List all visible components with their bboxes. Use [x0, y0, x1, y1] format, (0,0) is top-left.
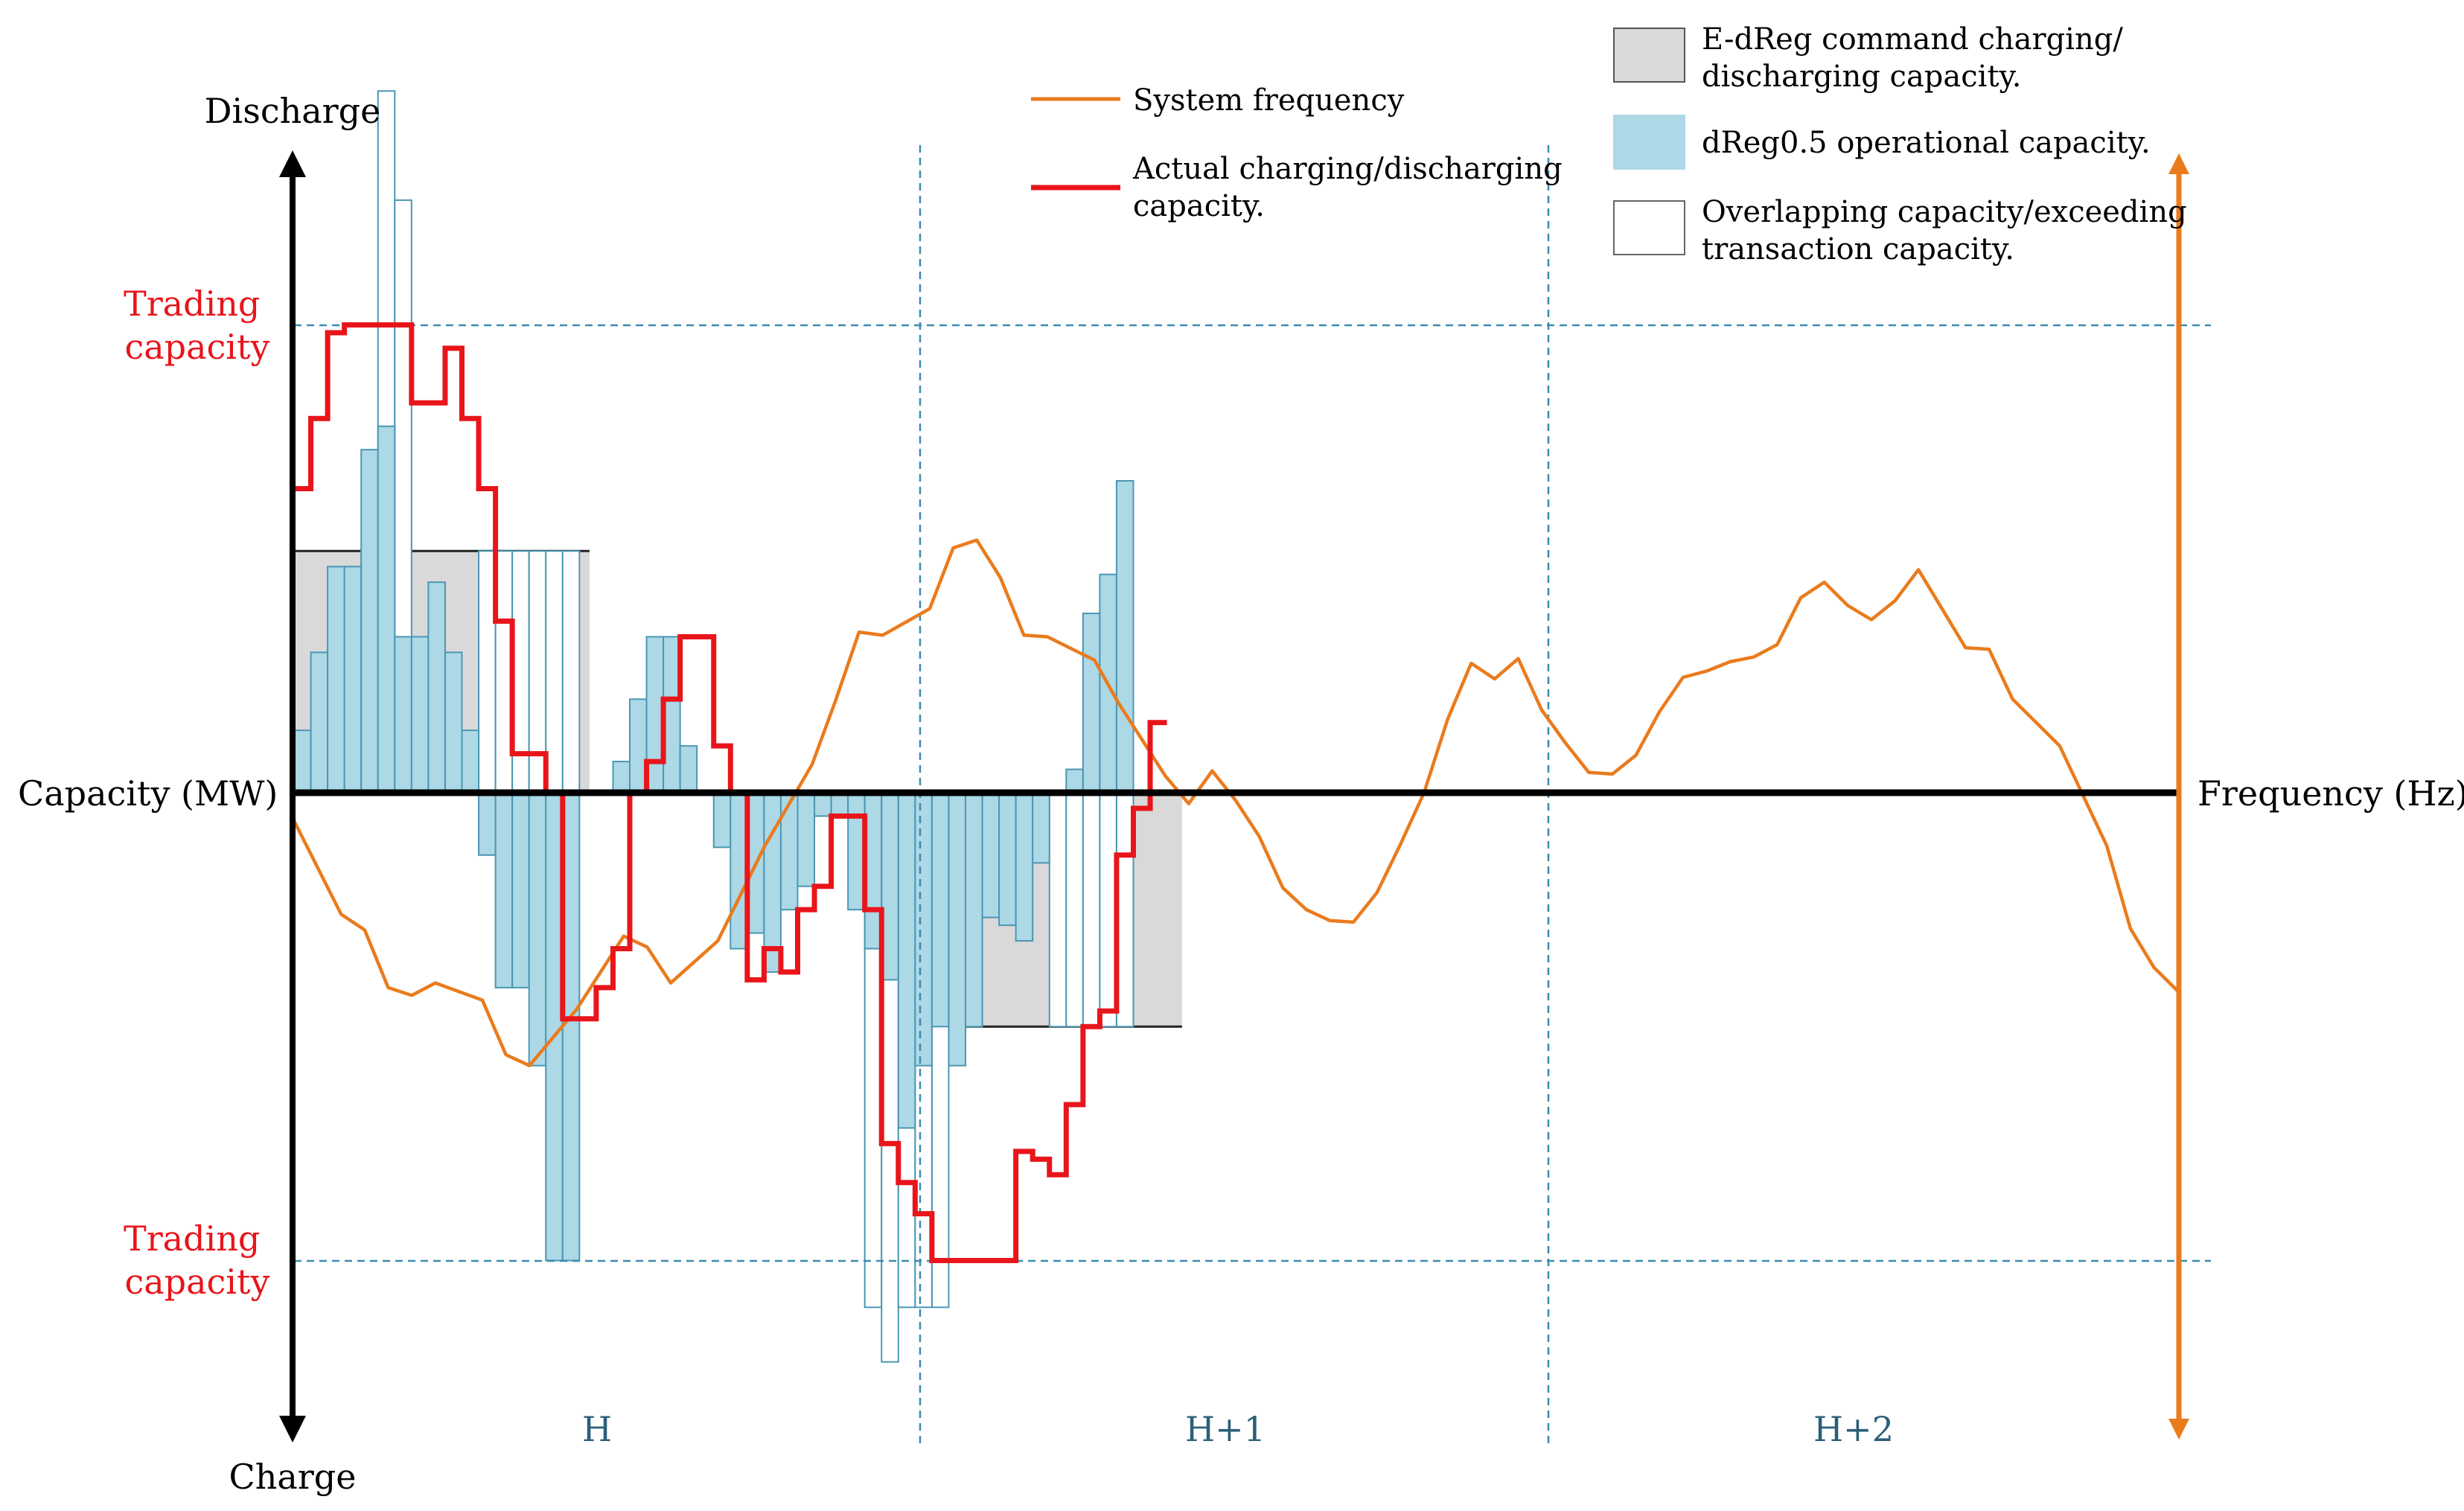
dreg-bar [965, 792, 983, 1028]
dreg-bar [410, 636, 430, 793]
dreg-bar [797, 792, 816, 887]
dreg-bar [427, 581, 446, 793]
overlap-bar [1048, 792, 1067, 1028]
dreg-bar [814, 792, 832, 817]
dreg-bar [779, 792, 799, 911]
dreg-bar [998, 792, 1017, 927]
trading-capacity-bottom-word1: Trading [124, 1218, 260, 1259]
trading-capacity-top-word1: Trading [124, 284, 260, 324]
legend-edreg-label: E-dReg command charging/ discharging cap… [1702, 22, 2133, 94]
dreg-bar [377, 425, 396, 793]
legend: System frequency Actual charging/dischar… [1031, 22, 2196, 266]
dreg-bar [1115, 480, 1134, 793]
dreg-bar [494, 792, 514, 988]
trading-capacity-top-word2: capacity [124, 327, 269, 367]
discharge-label: Discharge [205, 91, 381, 131]
frequency-axis-label: Frequency (Hz) [2198, 773, 2464, 814]
legend-actual-line1: Actual charging/discharging [1132, 152, 1563, 186]
legend-overlap-label: Overlapping capacity/exceeding transacti… [1702, 195, 2196, 266]
dreg-bar [528, 792, 547, 1067]
dreg-bar [343, 566, 363, 793]
dreg-bar [461, 729, 480, 794]
legend-edreg-swatch [1613, 28, 1685, 83]
overlap-bar [1082, 792, 1101, 1028]
dreg-bar [327, 566, 345, 793]
dreg-bar [897, 792, 916, 1129]
trading-capacity-bottom-label: Trading capacity [124, 1218, 271, 1302]
capacity-axis-label: Capacity (MW) [18, 773, 278, 814]
legend-actual-line2: capacity. [1133, 189, 1265, 223]
hour-label-h: H [582, 1409, 612, 1449]
legend-overlap-swatch [1613, 200, 1685, 255]
overlap-bar [561, 550, 581, 794]
dreg-bar [712, 792, 732, 849]
legend-actual-label: Actual charging/discharging capacity. [1132, 152, 1571, 223]
charge-label: Charge [229, 1457, 357, 1497]
hour-label-h1: H+1 [1185, 1409, 1265, 1449]
legend-frequency-label: System frequency [1133, 83, 1405, 118]
dreg-bar [360, 449, 379, 793]
dreg-bar [310, 651, 329, 794]
dreg-bar [1015, 792, 1034, 942]
legend-overlap-line1: Overlapping capacity/exceeding [1702, 195, 2187, 229]
dreg-bar [1065, 768, 1084, 793]
dreg-bar [931, 792, 950, 1028]
dreg-bar [293, 729, 312, 794]
legend-dreg-swatch [1613, 115, 1685, 170]
dreg-bar [679, 745, 698, 794]
dreg-bar [981, 792, 1000, 919]
dreg-bar [444, 651, 463, 794]
dreg-bar [478, 792, 497, 856]
dreg-bar [394, 636, 412, 793]
hour-label-h2: H+2 [1813, 1409, 1894, 1449]
legend-edreg-line1: E-dReg command charging/ [1702, 22, 2123, 57]
dreg-bar [830, 792, 849, 817]
dreg-bar [948, 792, 966, 1067]
legend-overlap-line2: transaction capacity. [1702, 232, 2014, 266]
system-frequency-line [292, 538, 2179, 1067]
dreg-bar [1032, 792, 1050, 864]
dreg-bar [612, 761, 631, 793]
trading-capacity-bottom-word2: capacity [124, 1262, 269, 1302]
legend-dreg-label: dReg0.5 operational capacity. [1702, 126, 2151, 160]
trading-capacity-top-label: Trading capacity [124, 284, 271, 367]
dreg-bar [914, 792, 933, 1067]
dreg-bar [1082, 613, 1101, 794]
legend-edreg-line2: discharging capacity. [1702, 60, 2022, 94]
dreg-bar [511, 792, 530, 988]
overlap-bar [1065, 792, 1084, 1028]
